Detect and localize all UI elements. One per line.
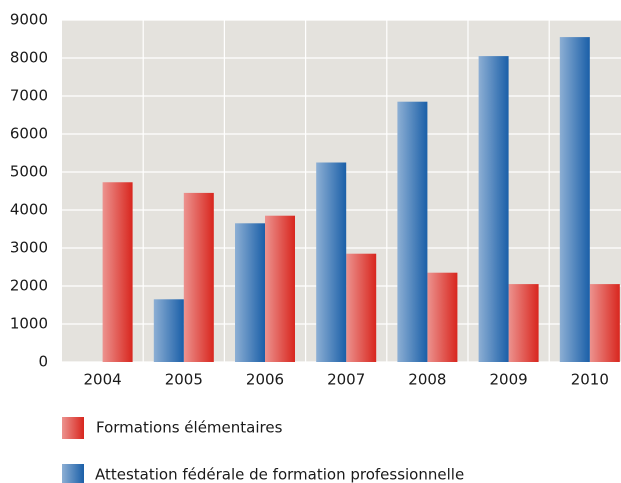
y-tick-label: 0	[38, 353, 48, 371]
x-tick-label: 2005	[165, 371, 203, 389]
legend-label: Formations élémentaires	[96, 419, 283, 437]
bar	[427, 272, 458, 362]
bar	[508, 284, 539, 362]
bar	[589, 284, 620, 362]
x-tick-label: 2004	[84, 371, 122, 389]
y-tick-label: 7000	[10, 87, 48, 105]
y-tick-label: 3000	[10, 239, 48, 257]
x-tick-label: 2006	[246, 371, 284, 389]
legend-swatch	[62, 464, 84, 483]
bar	[478, 56, 509, 362]
y-tick-label: 2000	[10, 277, 48, 295]
bar	[265, 215, 295, 362]
y-tick-label: 6000	[10, 125, 48, 143]
y-tick-label: 9000	[10, 11, 48, 29]
bar	[397, 101, 428, 362]
bar	[183, 192, 214, 362]
bar	[102, 182, 133, 362]
x-tick-label: 2007	[327, 371, 365, 389]
bar	[316, 162, 347, 362]
legend-swatch	[62, 417, 84, 439]
x-tick-label: 2009	[490, 371, 528, 389]
x-tick-label: 2010	[571, 371, 609, 389]
bar	[559, 37, 590, 362]
y-tick-label: 5000	[10, 163, 48, 181]
legend-label: Attestation fédérale de formation profes…	[95, 466, 464, 483]
y-tick-label: 4000	[10, 201, 48, 219]
y-tick-label: 1000	[10, 315, 48, 333]
bar	[235, 223, 265, 362]
x-tick-label: 2008	[408, 371, 446, 389]
y-tick-label: 8000	[10, 49, 48, 67]
bar	[153, 299, 184, 362]
bar	[346, 253, 377, 362]
